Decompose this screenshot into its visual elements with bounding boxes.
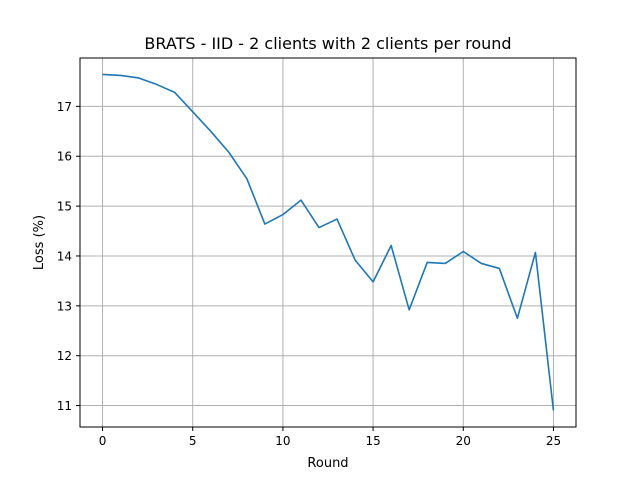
y-tick-label: 16 [57,150,72,164]
y-axis-label: Loss (%) [32,215,47,270]
x-tick-label: 0 [99,434,107,448]
loss-series-line [102,73,555,411]
y-tick-label: 14 [57,249,72,263]
y-tick-label: 12 [57,349,72,363]
x-tick-label: 10 [275,434,290,448]
x-tick-label: 25 [546,434,561,448]
x-tick-label: 5 [189,434,197,448]
plot-area-frame [79,57,577,428]
x-axis-label: Round [307,456,348,471]
series-layer [102,73,555,411]
y-tick-label: 15 [57,200,72,214]
grid [80,58,576,427]
x-tick-label: 15 [365,434,380,448]
chart-title: BRATS - IID - 2 clients with 2 clients p… [144,34,511,53]
y-tick-label: 17 [57,100,72,114]
y-tick-label: 11 [57,399,72,413]
y-tick-label: 13 [57,299,72,313]
x-tick-label: 20 [456,434,471,448]
axis-ticks: 0 5 10 15 20 25 11 12 13 14 15 16 17 [57,100,561,448]
